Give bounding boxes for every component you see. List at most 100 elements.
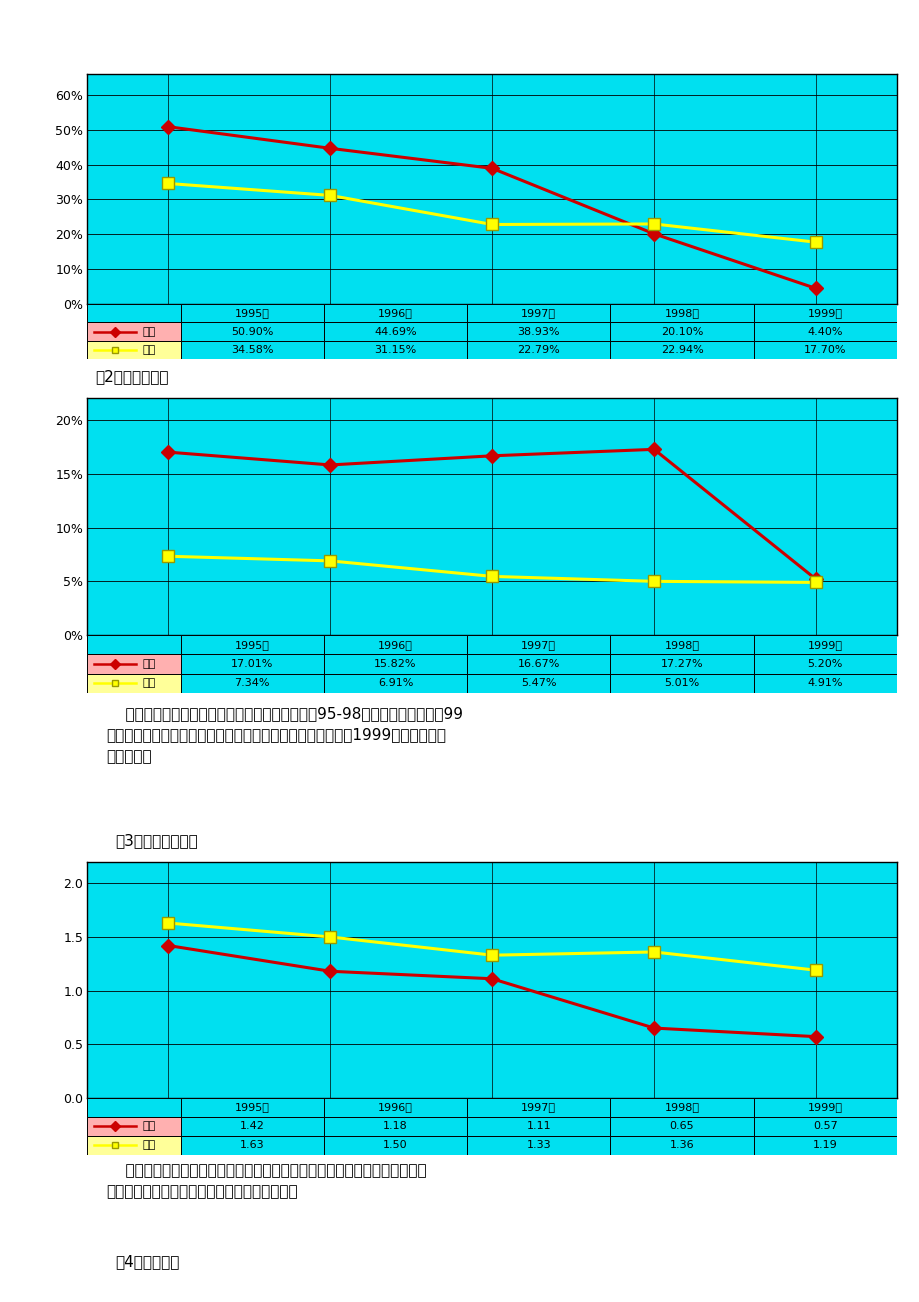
Text: 44.69%: 44.69% xyxy=(374,327,416,336)
Bar xyxy=(753,303,896,323)
Text: 销售净利率反映企业销售收入的获利能力。长虹95-98年基本保持不变，佤99
年大幅跳水，康佳呈现稳中有降状态，但幅度很小，两家公司1999年销售净利率
基本持平: 销售净利率反映企业销售收入的获利能力。长虹95-98年基本保持不变，佤99 年大… xyxy=(106,706,462,764)
Text: 4.40%: 4.40% xyxy=(807,327,842,336)
Text: 1999年: 1999年 xyxy=(807,1103,842,1112)
Bar xyxy=(323,635,467,655)
Text: 5.01%: 5.01% xyxy=(664,678,699,687)
Text: 17.27%: 17.27% xyxy=(660,659,703,669)
Text: 康佳: 康佳 xyxy=(142,1141,155,1151)
Text: 1.50: 1.50 xyxy=(382,1141,407,1151)
Bar xyxy=(87,1117,180,1135)
Bar xyxy=(87,303,180,323)
Text: 17.70%: 17.70% xyxy=(803,345,845,355)
Text: 31.15%: 31.15% xyxy=(374,345,416,355)
Text: 1995年: 1995年 xyxy=(234,639,269,650)
Text: （3）总资产周转率: （3）总资产周转率 xyxy=(115,833,198,849)
Bar xyxy=(87,341,180,359)
Bar xyxy=(323,1135,467,1155)
Bar xyxy=(180,635,323,655)
Text: 22.79%: 22.79% xyxy=(516,345,560,355)
Text: 长虹: 长虹 xyxy=(142,327,155,336)
Text: 0.57: 0.57 xyxy=(812,1121,837,1131)
Text: 0.65: 0.65 xyxy=(669,1121,694,1131)
Bar xyxy=(180,1098,323,1117)
Bar xyxy=(467,673,609,693)
Text: 1998年: 1998年 xyxy=(664,1103,698,1112)
Text: 1996年: 1996年 xyxy=(378,309,413,318)
Bar xyxy=(609,1117,753,1135)
Bar xyxy=(467,1135,609,1155)
Bar xyxy=(323,341,467,359)
Bar xyxy=(323,1098,467,1117)
Bar xyxy=(467,635,609,655)
Bar xyxy=(753,655,896,673)
Text: 1.63: 1.63 xyxy=(240,1141,264,1151)
Bar xyxy=(753,1117,896,1135)
Bar xyxy=(467,1117,609,1135)
Bar xyxy=(180,673,323,693)
Text: 5.47%: 5.47% xyxy=(520,678,556,687)
Bar xyxy=(609,1135,753,1155)
Text: 50.90%: 50.90% xyxy=(231,327,273,336)
Text: 17.01%: 17.01% xyxy=(231,659,273,669)
Bar xyxy=(753,1098,896,1117)
Bar xyxy=(87,1098,180,1117)
Text: 1996年: 1996年 xyxy=(378,1103,413,1112)
Bar xyxy=(609,323,753,341)
Text: 1998年: 1998年 xyxy=(664,309,698,318)
Bar xyxy=(467,323,609,341)
Text: 6.91%: 6.91% xyxy=(378,678,413,687)
Bar xyxy=(87,323,180,341)
Bar xyxy=(323,655,467,673)
Text: 康佳: 康佳 xyxy=(142,345,155,355)
Text: （2）销售净利率: （2）销售净利率 xyxy=(96,368,169,384)
Text: （4）权益乘数: （4）权益乘数 xyxy=(115,1254,179,1269)
Bar xyxy=(467,303,609,323)
Text: 1997年: 1997年 xyxy=(521,639,556,650)
Bar xyxy=(753,323,896,341)
Text: 1.33: 1.33 xyxy=(526,1141,550,1151)
Text: 1995年: 1995年 xyxy=(234,1103,269,1112)
Bar xyxy=(87,635,180,655)
Text: 1995年: 1995年 xyxy=(234,309,269,318)
Text: 1996年: 1996年 xyxy=(378,639,413,650)
Text: 1.36: 1.36 xyxy=(669,1141,694,1151)
Text: 长虹: 长虹 xyxy=(142,1121,155,1131)
Text: 总资产周转率反映总资产的利用效率。两家公司总资产周转率均逐年递减，
长虹一直低于康佳，且其递减幅度也大于康佳。: 总资产周转率反映总资产的利用效率。两家公司总资产周转率均逐年递减， 长虹一直低于… xyxy=(106,1163,426,1199)
Bar xyxy=(753,1135,896,1155)
Bar xyxy=(180,1117,323,1135)
Bar xyxy=(87,673,180,693)
Text: 1999年: 1999年 xyxy=(807,309,842,318)
Text: 16.67%: 16.67% xyxy=(517,659,560,669)
Text: 7.34%: 7.34% xyxy=(234,678,269,687)
Bar xyxy=(180,303,323,323)
Bar xyxy=(323,1117,467,1135)
Bar xyxy=(180,341,323,359)
Text: 1998年: 1998年 xyxy=(664,639,698,650)
Bar xyxy=(180,1135,323,1155)
Bar xyxy=(323,323,467,341)
Bar xyxy=(467,341,609,359)
Bar xyxy=(87,1135,180,1155)
Bar xyxy=(753,635,896,655)
Text: 22.94%: 22.94% xyxy=(660,345,703,355)
Bar xyxy=(180,655,323,673)
Text: 1.42: 1.42 xyxy=(240,1121,265,1131)
Bar xyxy=(87,655,180,673)
Text: 1.11: 1.11 xyxy=(526,1121,550,1131)
Text: 1.18: 1.18 xyxy=(382,1121,407,1131)
Text: 康佳: 康佳 xyxy=(142,678,155,687)
Bar xyxy=(609,635,753,655)
Text: 1999年: 1999年 xyxy=(807,639,842,650)
Text: 20.10%: 20.10% xyxy=(660,327,702,336)
Text: 1997年: 1997年 xyxy=(521,309,556,318)
Bar xyxy=(323,673,467,693)
Text: 38.93%: 38.93% xyxy=(517,327,560,336)
Bar xyxy=(609,1098,753,1117)
Bar xyxy=(609,655,753,673)
Bar xyxy=(323,303,467,323)
Bar xyxy=(609,673,753,693)
Text: 长虹: 长虹 xyxy=(142,659,155,669)
Bar xyxy=(609,303,753,323)
Text: 4.91%: 4.91% xyxy=(807,678,842,687)
Bar xyxy=(180,323,323,341)
